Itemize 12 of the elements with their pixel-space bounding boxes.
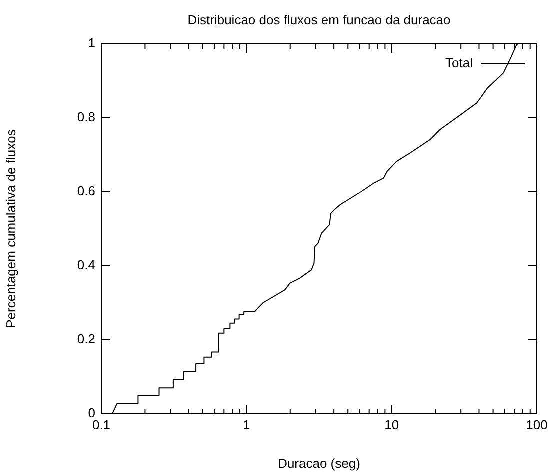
y-tick-label: 0.6	[77, 184, 96, 199]
legend-label: Total	[446, 56, 474, 71]
y-tick-label: 1	[88, 36, 96, 51]
x-tick-label: 100	[526, 417, 548, 432]
x-tick-label: 1	[243, 417, 250, 432]
y-tick-label: 0.4	[77, 258, 96, 273]
x-tick-label: 10	[384, 417, 400, 432]
y-axis-title: Percentagem cumulativa de fluxos	[3, 129, 18, 328]
chart-title: Distribuicao dos fluxos em funcao da duracao	[188, 12, 451, 28]
x-axis-title: Duracao (seg)	[278, 456, 360, 471]
y-tick-label: 0.2	[77, 332, 96, 347]
y-tick-label: 0.8	[77, 110, 96, 125]
